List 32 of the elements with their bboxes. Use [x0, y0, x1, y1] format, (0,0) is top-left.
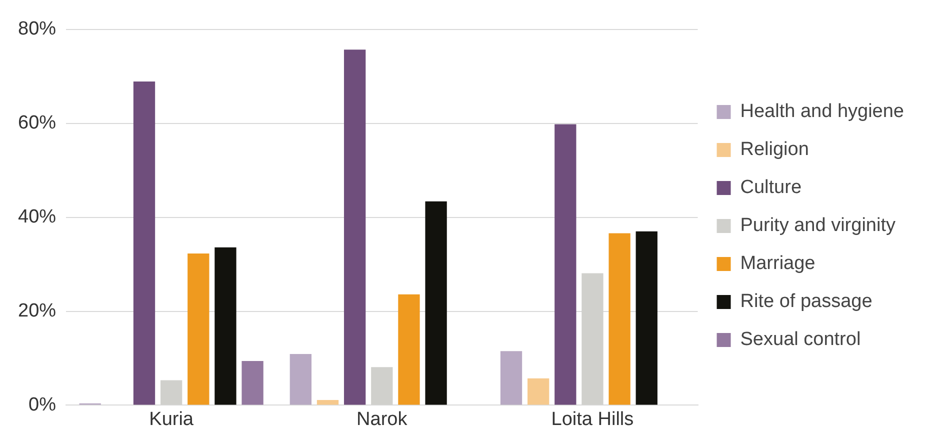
- legend-label: Culture: [740, 177, 802, 198]
- legend-label: Marriage: [740, 253, 816, 274]
- legend-label: Health and hygiene: [740, 101, 904, 122]
- legend-label: Purity and virginity: [740, 215, 896, 236]
- bar: [188, 253, 210, 405]
- bar: [554, 124, 576, 405]
- y-tick-label: 20%: [18, 300, 56, 322]
- bar: [608, 233, 630, 405]
- bar: [500, 351, 522, 405]
- legend-label: Sexual control: [740, 329, 861, 350]
- bar: [214, 247, 236, 405]
- bar: [242, 361, 264, 405]
- bar: [133, 82, 156, 405]
- x-tick-label: Loita Hills: [551, 408, 634, 430]
- x-tick-label: Kuria: [149, 408, 194, 430]
- bar: [290, 354, 312, 405]
- bar: [636, 231, 658, 405]
- bar: [398, 294, 420, 405]
- y-tick-label: 60%: [18, 112, 56, 134]
- legend-label: Rite of passage: [740, 291, 872, 312]
- y-tick-label: 0%: [28, 394, 56, 416]
- bar: [160, 380, 182, 405]
- bar: [582, 273, 604, 405]
- y-tick-label: 80%: [18, 18, 56, 40]
- bar: [316, 400, 339, 405]
- x-tick-label: Narok: [356, 408, 408, 430]
- y-tick-label: 40%: [18, 206, 56, 228]
- bar: [344, 50, 366, 405]
- bar: [371, 367, 393, 405]
- legend-label: Religion: [740, 139, 809, 160]
- bar: [425, 201, 447, 405]
- bar: [527, 378, 550, 405]
